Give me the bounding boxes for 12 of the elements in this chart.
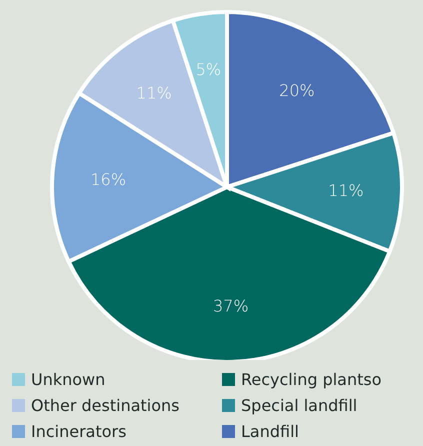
data-label: 20%: [279, 81, 315, 100]
legend-label: Landfill: [241, 422, 299, 440]
data-label: 11%: [328, 181, 364, 200]
legend-label: Recycling plantso: [241, 370, 382, 388]
legend-label: Special landfill: [241, 396, 358, 414]
legend-label: Unknown: [31, 370, 106, 388]
data-label: 11%: [136, 83, 172, 102]
legend-label: Other destinations: [31, 396, 180, 414]
legend-label: Incinerators: [31, 422, 126, 440]
data-label: 16%: [90, 170, 126, 190]
data-label: 37%: [212, 296, 249, 316]
data-label: 5%: [196, 60, 222, 79]
